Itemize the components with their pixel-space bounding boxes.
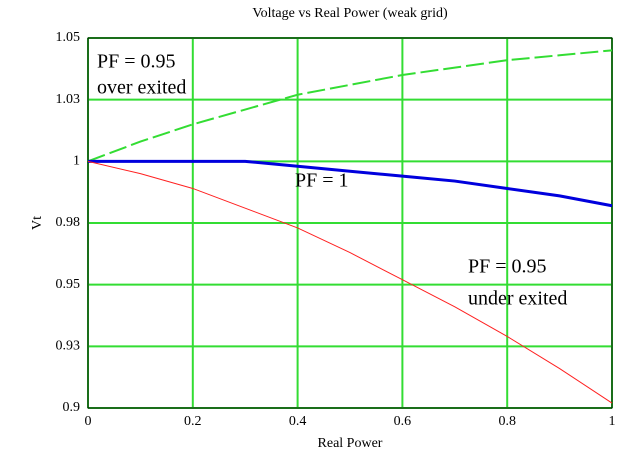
x-tick-label: 0.2 — [184, 414, 202, 429]
annotation: over exited — [97, 77, 186, 99]
x-tick-label: 0.4 — [289, 414, 307, 429]
y-tick-label: 1.05 — [56, 30, 81, 45]
annotation: PF = 1 — [295, 170, 349, 192]
y-tick-label: 1 — [73, 154, 80, 169]
y-tick-label: 0.98 — [56, 215, 81, 230]
y-tick-label: 0.9 — [63, 400, 81, 415]
annotation: PF = 0.95 — [97, 51, 176, 73]
x-tick-label: 0.8 — [498, 414, 516, 429]
y-axis-label: Vt — [30, 216, 45, 230]
y-tick-label: 0.93 — [56, 339, 81, 354]
x-tick-label: 1 — [609, 414, 616, 429]
series-line — [87, 160, 613, 404]
x-tick-label: 0.6 — [394, 414, 412, 429]
series-line — [88, 159, 613, 208]
annotation: under exited — [468, 288, 567, 310]
y-tick-label: 0.95 — [56, 277, 81, 292]
annotation: PF = 0.95 — [468, 256, 547, 278]
x-tick-label: 0 — [85, 414, 92, 429]
plot-frame — [87, 37, 613, 409]
chart-title: Voltage vs Real Power (weak grid) — [252, 6, 448, 21]
x-axis-label: Real Power — [318, 436, 383, 451]
series-line — [87, 49, 613, 163]
y-tick-label: 1.03 — [56, 92, 81, 107]
